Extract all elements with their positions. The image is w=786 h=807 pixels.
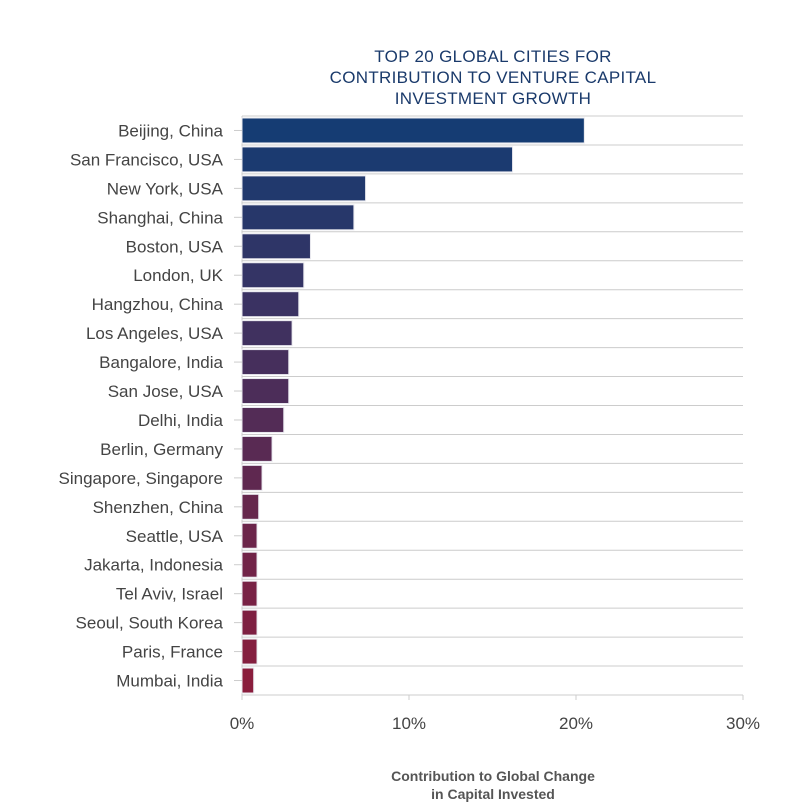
category-label: Hangzhou, China [92,295,224,314]
category-label: Jakarta, Indonesia [84,556,223,575]
x-tick-label: 0% [230,714,255,733]
bar [241,551,258,578]
bar [241,407,285,433]
bar [241,493,260,520]
category-label: Seattle, USA [126,527,224,546]
bar [241,117,585,144]
category-label: Delhi, India [138,411,224,430]
bar [241,204,355,231]
bar [241,638,258,665]
category-label: San Jose, USA [108,382,224,401]
category-label: Los Angeles, USA [86,324,224,343]
bar [241,146,514,173]
bar [241,667,255,694]
category-label: Seoul, South Korea [76,614,224,633]
chart-title-line-1: TOP 20 GLOBAL CITIES FOR [374,47,612,66]
bar [241,464,263,491]
category-label: London, UK [133,266,223,285]
category-label: Shenzhen, China [93,498,224,517]
x-tick-label: 10% [392,714,426,733]
bar [241,580,258,607]
bar [241,349,290,376]
x-tick-label: 20% [559,714,593,733]
bar [241,175,367,202]
bar [241,609,258,636]
bar [241,233,311,260]
x-axis-label-line-2: in Capital Invested [431,786,555,802]
category-label: Beijing, China [118,121,223,140]
category-label: Shanghai, China [97,208,223,227]
category-label: Singapore, Singapore [59,469,223,488]
category-label: Tel Aviv, Israel [116,585,223,604]
category-label: Mumbai, India [116,672,223,691]
category-label: Berlin, Germany [100,440,223,459]
bar [241,320,293,347]
bar [241,435,273,462]
category-label: Paris, France [122,643,223,662]
category-label: San Francisco, USA [70,150,224,169]
chart-title-line-2: CONTRIBUTION TO VENTURE CAPITAL [329,68,657,87]
bar [241,291,300,318]
category-label: Boston, USA [126,237,224,256]
bar [241,522,258,549]
bar [241,262,305,289]
x-tick-label: 30% [726,714,760,733]
category-label: New York, USA [107,179,224,198]
category-label: Bangalore, India [99,353,223,372]
bar [241,378,290,404]
chart-title-line-3: INVESTMENT GROWTH [394,89,592,108]
x-axis-label-line-1: Contribution to Global Change [391,768,595,784]
